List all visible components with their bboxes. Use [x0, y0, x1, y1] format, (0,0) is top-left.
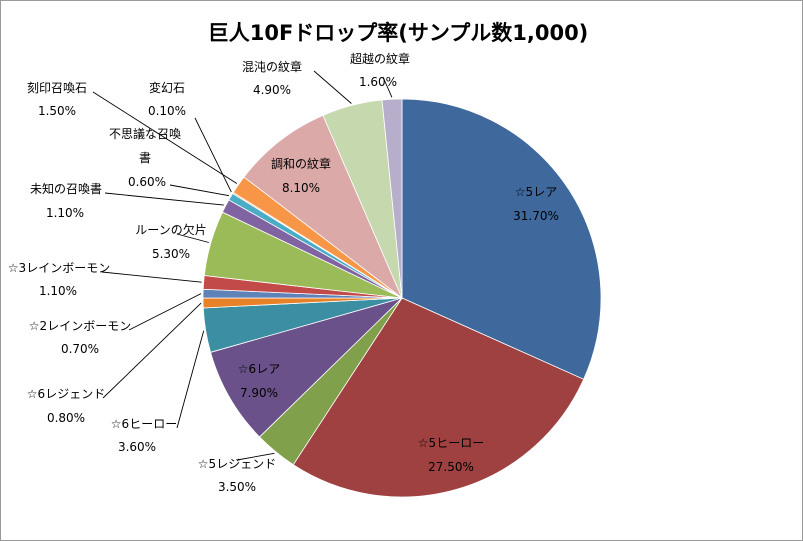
- slice-name-label-15: 混沌の紋章: [242, 59, 302, 74]
- slice-percent-label-7: 0.70%: [61, 342, 99, 356]
- slice-percent-label-9: 5.30%: [152, 247, 190, 261]
- slice-name-label-1: ☆5レア: [515, 185, 557, 199]
- slice-name-label-6: ☆6レジェンド: [27, 387, 105, 401]
- leader-line-7: [128, 293, 202, 331]
- slice-name-label-7: ☆2レインボーモン: [29, 319, 131, 333]
- slice-name-label-16: 超越の紋章: [350, 51, 410, 66]
- slice-percent-label-12: 0.10%: [148, 104, 186, 118]
- slice-name-label-12: 変幻石: [149, 80, 185, 95]
- leader-line-10: [104, 192, 224, 206]
- pie-slices: [202, 98, 602, 498]
- leader-line-15: [313, 70, 352, 104]
- leader-line-12: [194, 117, 232, 193]
- leader-line-3: [236, 452, 275, 461]
- slice-percent-label-10: 1.10%: [46, 206, 84, 220]
- pie-slice-4: [210, 297, 403, 438]
- leader-line-16: [382, 76, 393, 98]
- pie-slice-1: [401, 98, 602, 380]
- slice-percent-label-13: 1.50%: [38, 104, 76, 118]
- leader-line-9: [176, 233, 209, 243]
- slice-percent-label-6: 0.80%: [47, 411, 85, 425]
- leader-line-5: [176, 330, 205, 429]
- slice-percent-label-15: 4.90%: [253, 83, 291, 97]
- leader-lines: [92, 70, 393, 461]
- pie-slice-2: [292, 297, 585, 498]
- slice-name-label-4: ☆6レア: [238, 362, 280, 376]
- leader-line-11: [169, 184, 230, 197]
- slice-name-label-8: ☆3レインボーモン: [8, 261, 110, 275]
- slice-percent-label-14: 8.10%: [282, 181, 320, 195]
- leader-line-13: [92, 91, 238, 184]
- pie-slice-14: [243, 114, 403, 300]
- slice-name-label-10: 未知の召喚書: [30, 182, 102, 196]
- slice-percent-label-16: 1.60%: [359, 75, 397, 89]
- slice-percent-label-5: 3.60%: [118, 440, 156, 454]
- leader-line-6: [102, 302, 202, 399]
- pie-slice-16: [381, 98, 403, 299]
- slice-name-label-13: 刻印召喚石: [27, 81, 87, 95]
- slice-name-label-2: ☆5ヒーロー: [418, 436, 484, 450]
- slice-percent-label-2: 27.50%: [428, 460, 474, 474]
- chart-title: 巨人10Fドロップ率(サンプル数1,000): [208, 21, 589, 45]
- slice-percent-label-1: 31.70%: [513, 209, 559, 223]
- slice-percent-label-11: 0.60%: [128, 175, 166, 189]
- slice-name-label-3: ☆5レジェンド: [198, 457, 276, 471]
- leader-line-8: [101, 271, 202, 283]
- slice-name-label-11: 不思議な召喚書: [109, 127, 181, 165]
- slice-name-label-5: ☆6ヒーロー: [111, 417, 177, 431]
- slice-percent-label-8: 1.10%: [39, 284, 77, 298]
- slice-percent-label-3: 3.50%: [218, 480, 256, 494]
- slice-percent-label-4: 7.90%: [240, 386, 278, 400]
- slice-name-label-14: 調和の紋章: [271, 156, 331, 171]
- slice-labels: ☆5レア 31.70% ☆5ヒーロー 27.50% ☆5レジェンド 3.50% ☆6レア 7.…: [8, 51, 559, 494]
- slice-name-label-9: ルーンの欠片: [135, 222, 206, 237]
